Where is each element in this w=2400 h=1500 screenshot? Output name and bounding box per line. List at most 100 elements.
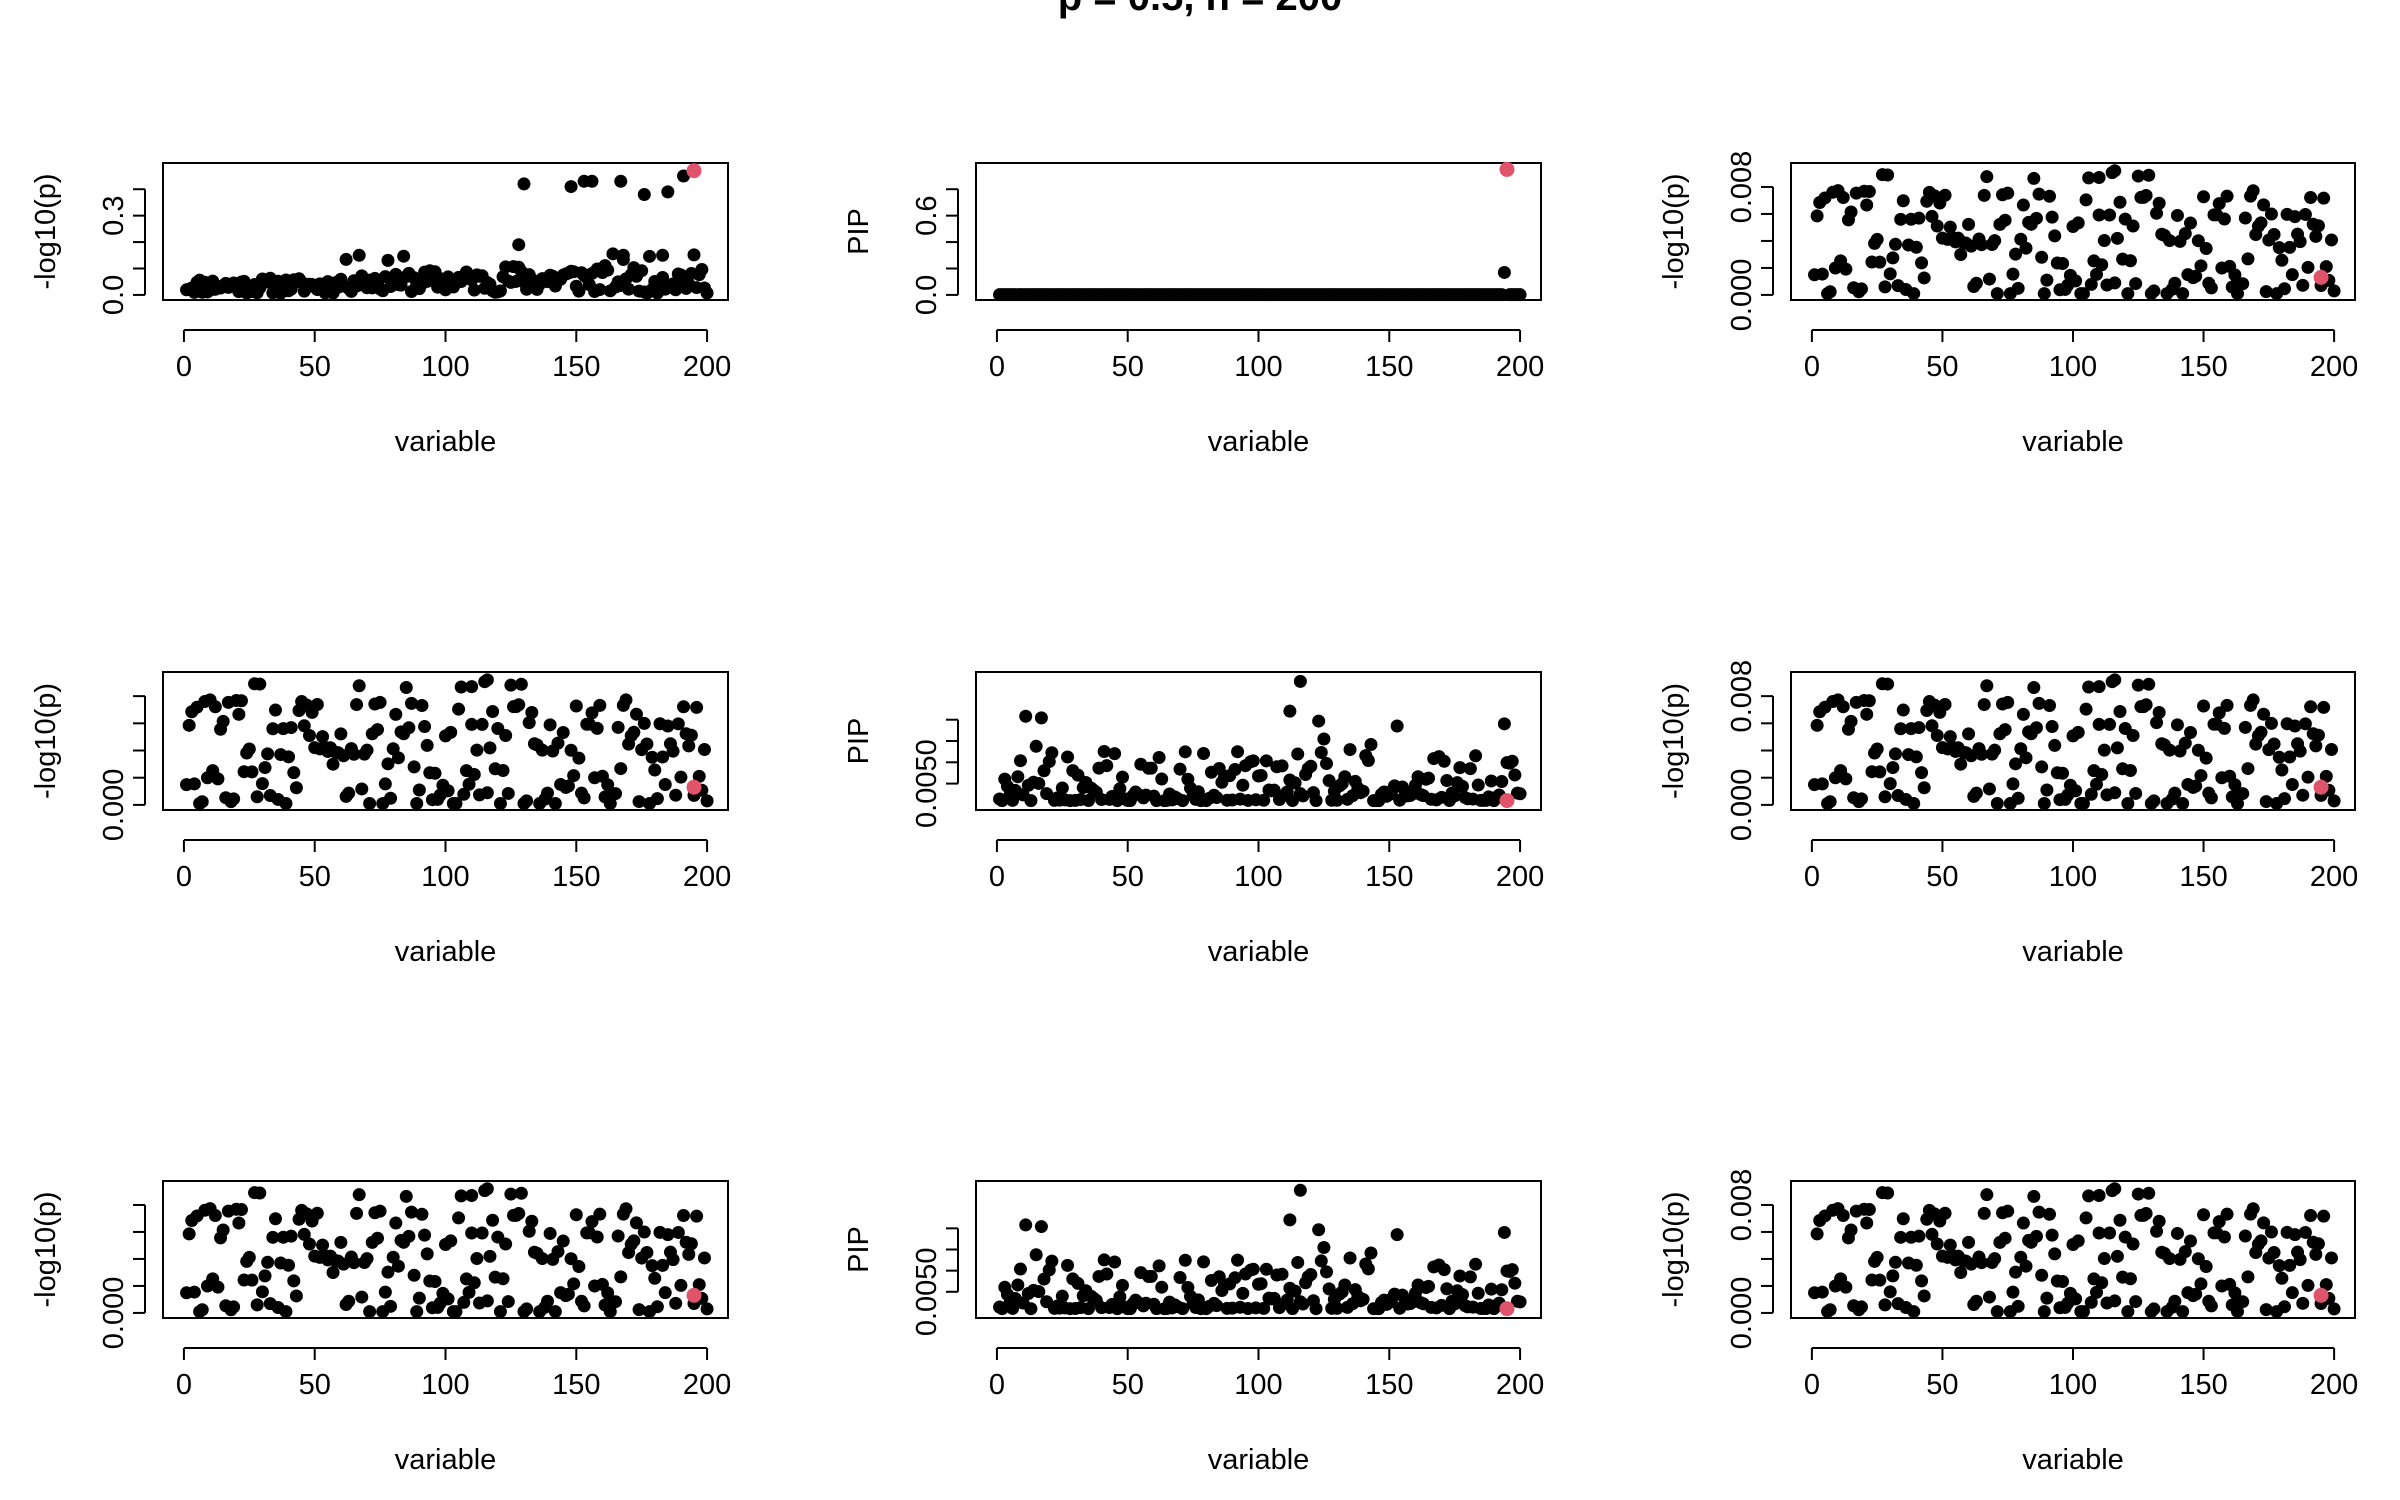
data-point [2259,285,2273,299]
x-axis-label: variable [395,936,497,968]
data-point [378,777,392,791]
data-point [556,725,570,739]
data-point [1938,697,1952,711]
data-point [690,1209,704,1223]
data-point [684,1237,698,1251]
data-point [2170,718,2184,732]
data-point [2325,233,2338,247]
data-point [661,1228,675,1242]
data-point [2241,252,2255,266]
data-point [1980,679,1994,693]
data-point [669,283,683,297]
data-point [614,174,628,188]
y-tick-label: 0.000 [98,769,130,842]
data-point [250,1298,264,1312]
data-point [2168,786,2182,800]
data-point [493,797,507,811]
data-point [2139,189,2153,203]
data-point [2048,1247,2062,1261]
y-tick-label: 0.0050 [911,739,943,828]
data-point [541,1294,555,1308]
data-point [355,1290,369,1304]
x-tick-label: 200 [1496,351,1544,383]
data-point [370,723,384,737]
data-point [2071,216,2085,230]
data-point [2108,673,2122,687]
data-point [561,779,575,793]
data-point [2069,274,2083,288]
data-point [253,1186,267,1200]
data-point [2142,1186,2156,1200]
data-point [1006,1301,1020,1315]
data-point [2009,757,2023,771]
data-point [690,700,704,714]
data-point [483,741,497,755]
data-point [1508,1276,1522,1290]
data-point [2238,211,2252,225]
data-point [564,180,578,194]
data-point [1361,1262,1375,1276]
y-tick-label: 0.0 [911,275,943,315]
data-point [2163,234,2177,248]
data-point [1839,1280,1853,1294]
data-point [1152,1259,1166,1273]
data-point [2228,268,2242,282]
data-point [2108,1294,2122,1308]
data-point [1998,1231,2012,1245]
data-point [671,1225,685,1239]
data-point [2006,1285,2020,1299]
data-point [234,1203,248,1217]
data-point [2045,720,2059,734]
data-point [470,743,484,757]
data-point [2170,208,2184,222]
data-point [2123,1272,2137,1286]
data-point [1925,209,1939,223]
data-point [245,765,259,779]
data-point [2178,227,2192,241]
data-point [2071,725,2085,739]
data-point [645,750,659,764]
data-point [2275,763,2289,777]
data-point [2296,278,2310,292]
chart-panel-7: 0 50 100 150 200 variable 0.000 -log10(p) [30,1180,731,1476]
data-point [499,1237,513,1251]
data-point [2176,287,2190,301]
data-point [279,797,293,811]
data-point [1943,730,1957,744]
data-point [2236,277,2250,291]
data-point [1896,1212,1910,1226]
data-point [402,1229,416,1243]
data-point [1839,772,1853,786]
data-point [1881,168,1895,182]
data-point [2283,240,2297,254]
data-point [2147,284,2161,298]
data-point [2121,287,2135,301]
panel-grid: 0 50 100 150 200 variable 0.0 0.3 -log10(p) 0 50 10… [30,151,2358,1476]
data-point [1291,747,1305,761]
data-point [1896,703,1910,717]
data-point [342,786,356,800]
data-point [1962,217,1976,231]
data-point [441,784,455,798]
data-point [1917,781,1931,795]
data-point [352,679,366,693]
data-point [1055,781,1069,795]
data-point [1855,282,1868,296]
data-point [1288,776,1302,790]
data-point [1338,1278,1352,1292]
data-point [1886,251,1900,265]
data-point [1422,771,1436,785]
data-point [1231,1253,1245,1267]
data-point [1471,778,1485,792]
data-point [2001,695,2015,709]
x-tick-label: 200 [683,351,731,383]
data-point [1962,1235,1976,1249]
data-point [501,786,515,800]
y-axis-label: -log10(p) [1658,173,1690,289]
data-point [266,1230,280,1244]
data-point [449,1305,463,1319]
data-point [512,238,526,252]
data-point [2092,717,2106,731]
data-point [1361,754,1375,768]
data-point [1448,789,1462,803]
